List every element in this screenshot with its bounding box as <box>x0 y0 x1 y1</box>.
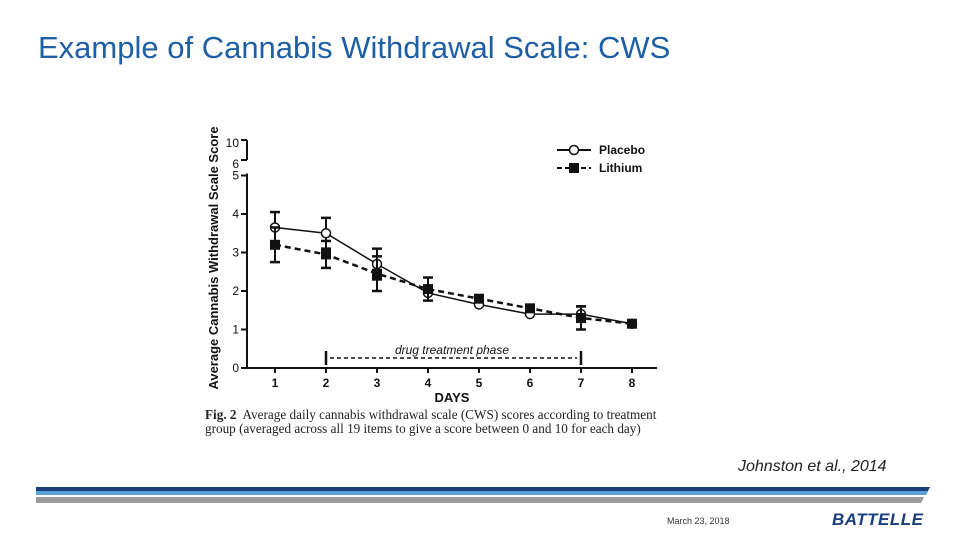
y-tick-label: 4 <box>232 207 239 221</box>
y-tick-label: 2 <box>232 284 239 298</box>
x-tick-label: 6 <box>527 376 534 390</box>
y-tick-label: 1 <box>232 323 239 337</box>
legend-marker <box>568 144 580 156</box>
data-point-lithium <box>627 318 637 329</box>
y-tick-label: 5 <box>232 169 239 183</box>
x-tick-label: 7 <box>578 376 585 390</box>
y-tick-label: 3 <box>232 246 239 260</box>
battelle-logo: BATTELLE <box>832 510 924 529</box>
legend-label: Placebo <box>599 143 645 157</box>
data-point-lithium <box>372 268 382 279</box>
figure-caption: Fig. 2 Average daily cannabis withdrawal … <box>205 408 675 435</box>
data-point-lithium <box>321 249 331 260</box>
x-axis-label: DAYS <box>435 390 470 405</box>
legend-label: Lithium <box>599 161 642 175</box>
x-tick-label: 5 <box>476 376 483 390</box>
data-point-lithium <box>576 312 586 323</box>
x-tick-label: 2 <box>323 376 330 390</box>
data-point-lithium <box>423 284 433 295</box>
treatment-phase-label: drug treatment phase <box>395 343 509 357</box>
citation: Johnston et al., 2014 <box>738 458 887 475</box>
data-point-lithium <box>474 293 484 304</box>
slide-title: Example of Cannabis Withdrawal Scale: CW… <box>38 30 671 65</box>
x-tick-label: 8 <box>629 376 636 390</box>
y-axis-label: Average Cannabis Withdrawal Scale Score <box>206 126 221 389</box>
x-tick-label: 3 <box>374 376 381 390</box>
y-tick-label: 0 <box>232 361 239 375</box>
x-tick-label: 1 <box>272 376 279 390</box>
data-point-lithium <box>525 303 535 314</box>
data-point-placebo <box>320 228 332 239</box>
footer-bar <box>36 487 930 503</box>
caption-label: Fig. 2 <box>205 407 237 422</box>
footer-bar-light <box>36 491 928 495</box>
data-point-lithium <box>270 239 280 250</box>
x-tick-label: 4 <box>425 376 432 390</box>
series-line-lithium <box>274 243 633 325</box>
slide-date: March 23, 2018 <box>667 516 730 526</box>
caption-text: Average daily cannabis withdrawal scale … <box>205 407 657 436</box>
legend-marker <box>569 163 579 173</box>
y-tick-label: 6 <box>232 157 239 171</box>
y-tick-label: 10 <box>226 136 240 150</box>
chart-figure: 0 1 2 3 4 5 6 10 1 2 3 4 5 6 7 8 Placebo Lithium Average… <box>195 108 670 458</box>
series-line-placebo <box>274 226 633 325</box>
footer-bar-gray <box>36 497 924 503</box>
